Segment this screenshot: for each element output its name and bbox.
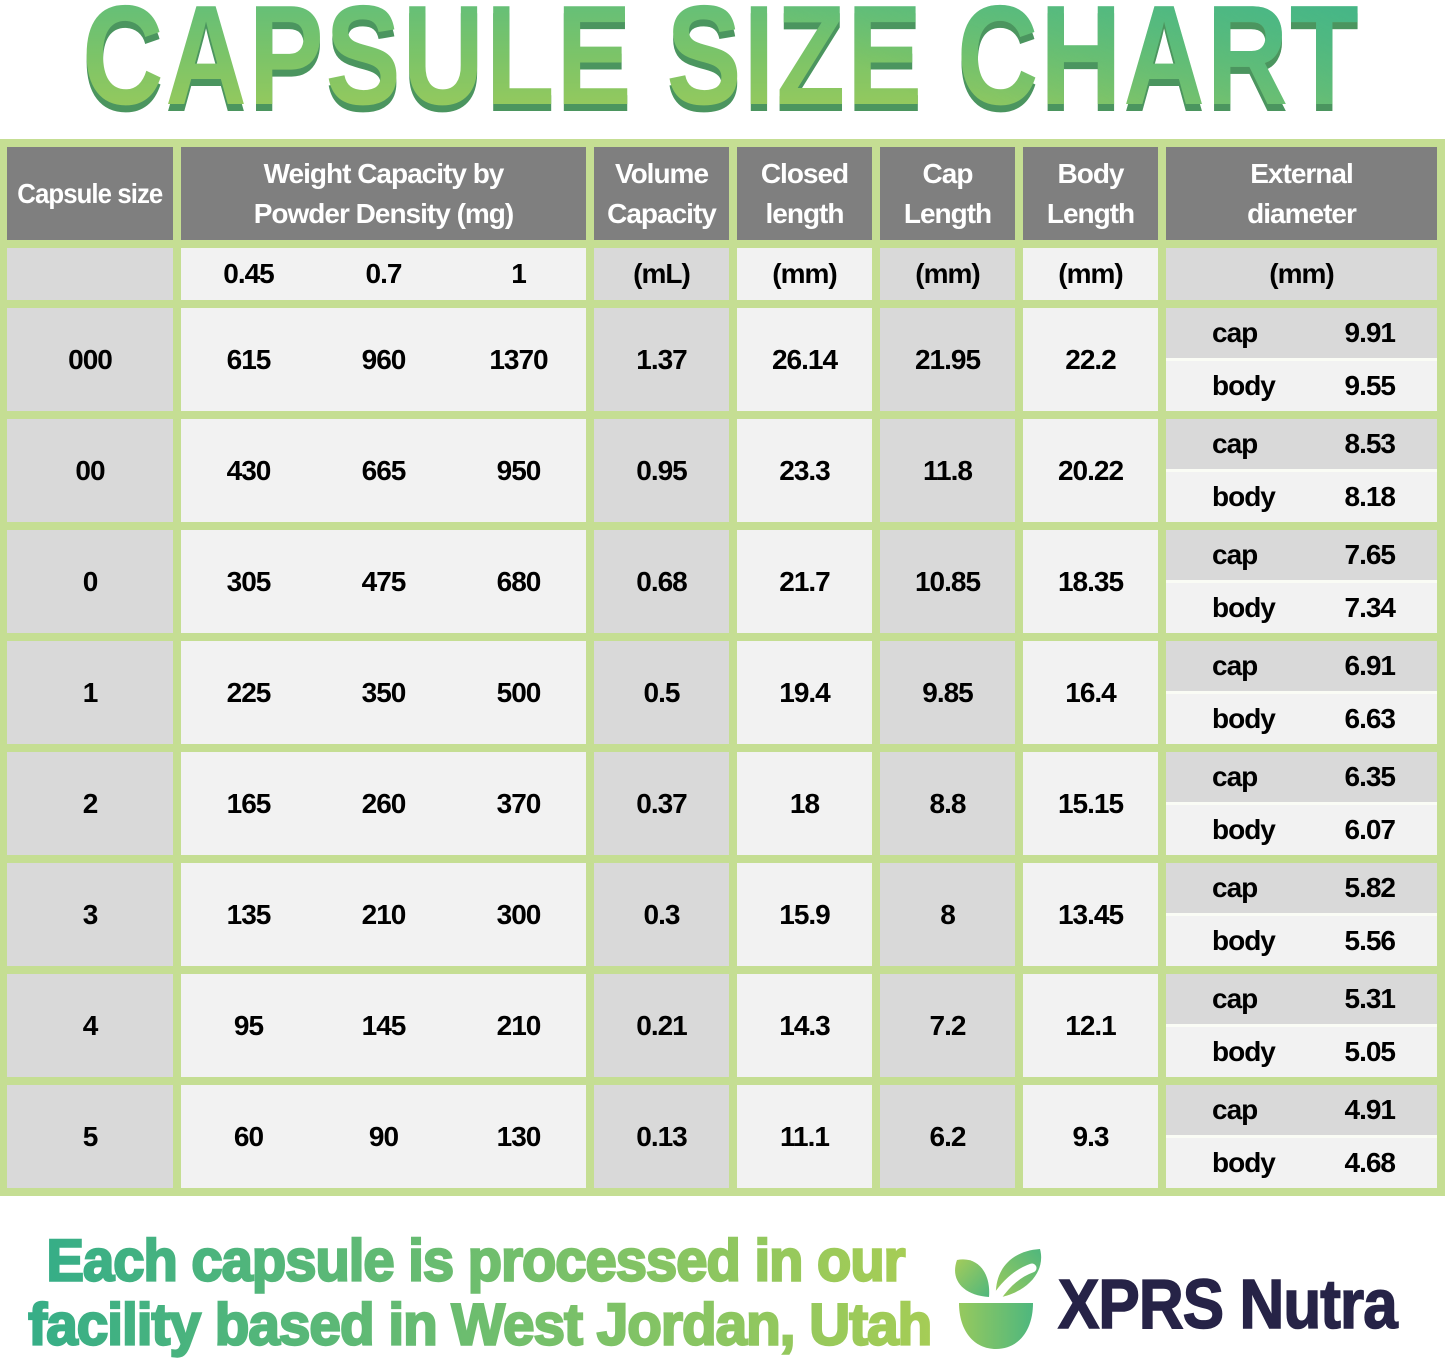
svg-text:facility based in West Jordan,: facility based in West Jordan, Utah bbox=[28, 1293, 931, 1358]
svg-text:Each capsule is processed in o: Each capsule is processed in our bbox=[47, 1229, 906, 1294]
